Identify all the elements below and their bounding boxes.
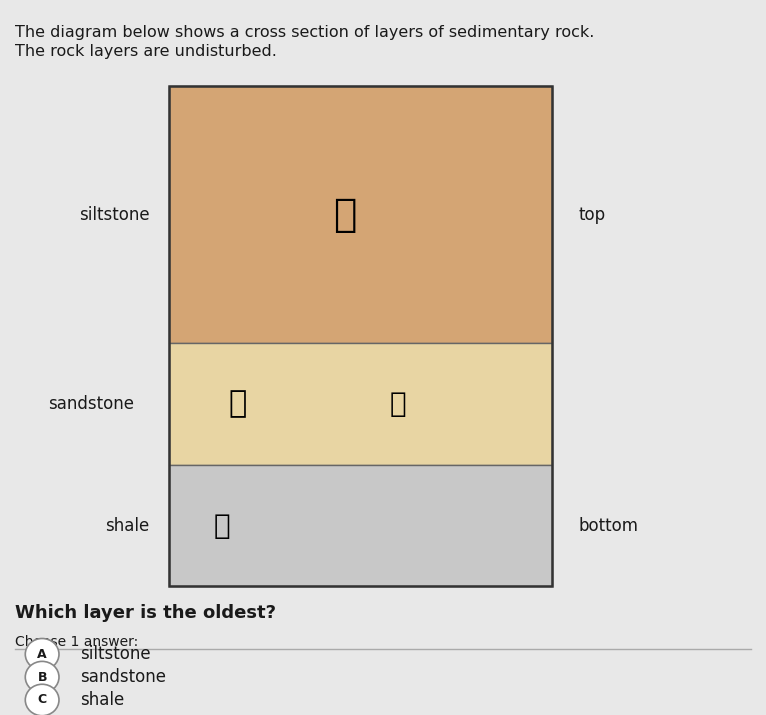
Text: siltstone: siltstone [79, 205, 149, 224]
Text: sandstone: sandstone [80, 668, 166, 686]
Text: A: A [38, 648, 47, 661]
Bar [169, 86, 552, 343]
Text: top: top [578, 205, 605, 224]
Text: siltstone: siltstone [80, 645, 151, 664]
Text: shale: shale [80, 691, 125, 709]
Text: bottom: bottom [578, 516, 638, 535]
Text: Choose 1 answer:: Choose 1 answer: [15, 635, 139, 649]
Text: shale: shale [105, 516, 149, 535]
Text: Which layer is the oldest?: Which layer is the oldest? [15, 604, 277, 622]
Text: 🐚: 🐚 [390, 390, 407, 418]
Text: The rock layers are undisturbed.: The rock layers are undisturbed. [15, 44, 277, 59]
Circle shape [25, 661, 59, 693]
Text: sandstone: sandstone [48, 395, 134, 413]
Bar [169, 86, 552, 586]
Text: C: C [38, 694, 47, 706]
Text: B: B [38, 671, 47, 684]
Text: 🐚: 🐚 [214, 511, 231, 540]
Text: 🐟: 🐟 [228, 390, 247, 418]
Circle shape [25, 684, 59, 715]
Bar [169, 465, 552, 586]
Circle shape [25, 638, 59, 670]
Text: The diagram below shows a cross section of layers of sedimentary rock.: The diagram below shows a cross section … [15, 25, 594, 40]
Bar [169, 343, 552, 465]
Text: 🦴: 🦴 [333, 195, 356, 234]
